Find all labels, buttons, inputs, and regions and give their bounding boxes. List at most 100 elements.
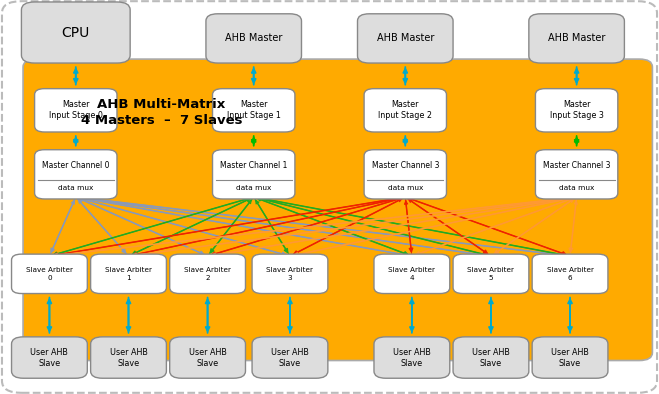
FancyArrowPatch shape xyxy=(495,199,575,254)
FancyArrowPatch shape xyxy=(47,299,51,333)
FancyArrowPatch shape xyxy=(74,136,78,144)
FancyArrowPatch shape xyxy=(252,138,256,146)
FancyArrowPatch shape xyxy=(403,69,407,85)
FancyBboxPatch shape xyxy=(206,14,302,63)
Text: Slave Arbiter
1: Slave Arbiter 1 xyxy=(105,267,152,281)
Text: AHB Multi-Matrix: AHB Multi-Matrix xyxy=(98,98,225,111)
FancyArrowPatch shape xyxy=(575,67,579,83)
Text: User AHB
Slave: User AHB Slave xyxy=(271,348,309,368)
FancyArrowPatch shape xyxy=(569,200,577,252)
FancyBboxPatch shape xyxy=(535,89,618,132)
FancyArrowPatch shape xyxy=(52,197,401,256)
FancyArrowPatch shape xyxy=(127,297,130,331)
Text: Master
Input Stage 0: Master Input Stage 0 xyxy=(49,100,103,121)
Text: Slave Arbiter
4: Slave Arbiter 4 xyxy=(388,267,436,281)
FancyArrowPatch shape xyxy=(405,200,413,252)
Text: Slave Arbiter
6: Slave Arbiter 6 xyxy=(546,267,594,281)
FancyArrowPatch shape xyxy=(568,297,572,331)
Text: Master
Input Stage 2: Master Input Stage 2 xyxy=(378,100,432,121)
Text: Master Channel 3: Master Channel 3 xyxy=(372,161,439,170)
Text: AHB Master: AHB Master xyxy=(225,33,283,43)
FancyBboxPatch shape xyxy=(453,337,529,378)
FancyArrowPatch shape xyxy=(489,297,493,331)
FancyArrowPatch shape xyxy=(408,198,566,255)
FancyArrowPatch shape xyxy=(54,197,403,256)
FancyArrowPatch shape xyxy=(252,67,256,83)
Text: User AHB
Slave: User AHB Slave xyxy=(30,348,69,368)
FancyBboxPatch shape xyxy=(374,337,449,378)
FancyArrowPatch shape xyxy=(47,297,51,331)
FancyArrowPatch shape xyxy=(131,196,573,256)
FancyArrowPatch shape xyxy=(78,199,125,253)
FancyArrowPatch shape xyxy=(568,299,572,333)
FancyArrowPatch shape xyxy=(256,198,486,256)
FancyArrowPatch shape xyxy=(74,67,78,83)
FancyArrowPatch shape xyxy=(255,199,287,252)
Text: User AHB
Slave: User AHB Slave xyxy=(551,348,589,368)
Text: AHB Master: AHB Master xyxy=(548,33,606,43)
FancyBboxPatch shape xyxy=(529,14,625,63)
FancyArrowPatch shape xyxy=(410,297,414,331)
FancyArrowPatch shape xyxy=(78,198,285,256)
Text: data mux: data mux xyxy=(559,186,594,191)
FancyBboxPatch shape xyxy=(35,89,117,132)
FancyArrowPatch shape xyxy=(80,196,488,256)
FancyArrowPatch shape xyxy=(133,197,403,256)
FancyBboxPatch shape xyxy=(91,337,166,378)
Text: 4 Masters  –  7 Slaves: 4 Masters – 7 Slaves xyxy=(80,114,243,126)
FancyArrowPatch shape xyxy=(407,199,487,254)
FancyArrowPatch shape xyxy=(409,198,567,255)
FancyArrowPatch shape xyxy=(131,197,401,256)
FancyArrowPatch shape xyxy=(131,199,250,255)
FancyArrowPatch shape xyxy=(210,197,401,255)
FancyArrowPatch shape xyxy=(127,299,130,333)
FancyArrowPatch shape xyxy=(288,297,292,331)
FancyArrowPatch shape xyxy=(212,197,574,256)
FancyArrowPatch shape xyxy=(74,69,78,85)
FancyArrowPatch shape xyxy=(78,198,204,255)
FancyArrowPatch shape xyxy=(416,198,574,255)
FancyArrowPatch shape xyxy=(212,198,403,255)
FancyBboxPatch shape xyxy=(22,2,130,63)
Text: Master Channel 0: Master Channel 0 xyxy=(42,161,109,170)
FancyArrowPatch shape xyxy=(80,196,567,256)
FancyArrowPatch shape xyxy=(78,200,127,254)
Text: Master
Input Stage 3: Master Input Stage 3 xyxy=(550,100,604,121)
FancyArrowPatch shape xyxy=(410,299,414,333)
FancyArrowPatch shape xyxy=(409,199,489,255)
FancyBboxPatch shape xyxy=(532,337,608,378)
FancyArrowPatch shape xyxy=(79,199,205,255)
FancyArrowPatch shape xyxy=(258,197,567,256)
FancyArrowPatch shape xyxy=(403,136,407,144)
FancyArrowPatch shape xyxy=(493,199,573,255)
FancyArrowPatch shape xyxy=(252,136,256,144)
Text: AHB Master: AHB Master xyxy=(376,33,434,43)
FancyBboxPatch shape xyxy=(252,337,328,378)
Text: data mux: data mux xyxy=(58,186,94,191)
FancyArrowPatch shape xyxy=(210,199,252,253)
FancyArrowPatch shape xyxy=(293,197,573,256)
FancyArrowPatch shape xyxy=(258,197,488,255)
Text: Master
Input Stage 1: Master Input Stage 1 xyxy=(227,100,281,121)
FancyArrowPatch shape xyxy=(210,197,573,256)
FancyArrowPatch shape xyxy=(78,197,565,257)
Text: data mux: data mux xyxy=(387,186,423,191)
FancyBboxPatch shape xyxy=(11,337,87,378)
FancyBboxPatch shape xyxy=(170,337,245,378)
Text: User AHB
Slave: User AHB Slave xyxy=(188,348,227,368)
Text: data mux: data mux xyxy=(236,186,272,191)
FancyBboxPatch shape xyxy=(91,254,166,294)
FancyArrowPatch shape xyxy=(575,69,579,85)
FancyArrowPatch shape xyxy=(78,197,486,256)
FancyArrowPatch shape xyxy=(570,201,577,253)
FancyArrowPatch shape xyxy=(489,299,493,333)
FancyArrowPatch shape xyxy=(74,138,78,146)
FancyArrowPatch shape xyxy=(288,299,292,333)
FancyBboxPatch shape xyxy=(532,254,608,294)
FancyArrowPatch shape xyxy=(206,299,210,333)
Text: Master Channel 3: Master Channel 3 xyxy=(543,161,610,170)
FancyBboxPatch shape xyxy=(364,150,447,199)
FancyArrowPatch shape xyxy=(256,198,408,255)
Text: CPU: CPU xyxy=(62,26,90,39)
FancyBboxPatch shape xyxy=(364,89,447,132)
